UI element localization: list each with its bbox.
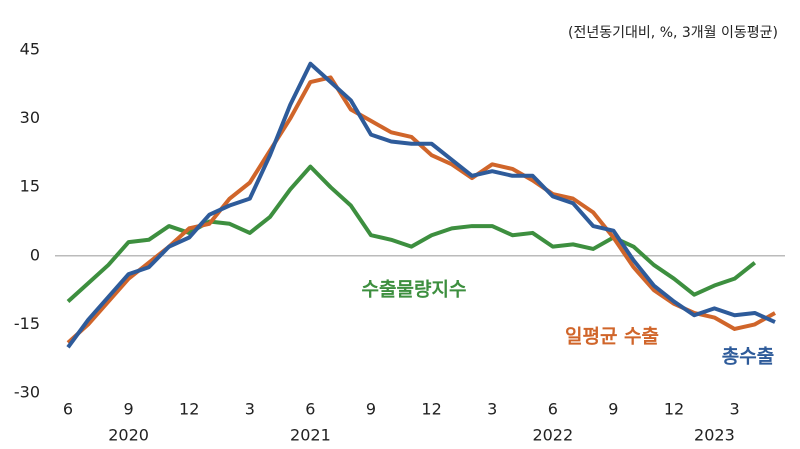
year-label: 2021 xyxy=(290,426,331,445)
x-tick-label: 3 xyxy=(487,400,497,419)
series-label: 일평균 수출 xyxy=(565,326,659,348)
series-line xyxy=(66,75,776,345)
y-tick-label: 30 xyxy=(20,108,40,127)
series-line xyxy=(66,164,757,304)
year-label: 2022 xyxy=(532,426,573,445)
x-tick-label: 9 xyxy=(124,400,134,419)
series-label: 수출물량지수 xyxy=(362,279,467,301)
y-tick-label: -15 xyxy=(14,314,40,333)
x-tick-label: 12 xyxy=(421,400,441,419)
y-tick-label: 15 xyxy=(20,177,40,196)
x-tick-label: 6 xyxy=(548,400,558,419)
y-tick-label: -30 xyxy=(14,383,40,402)
x-tick-label: 12 xyxy=(664,400,684,419)
y-tick-label: 0 xyxy=(30,245,40,264)
x-tick-label: 9 xyxy=(366,400,376,419)
x-tick-label: 9 xyxy=(608,400,618,419)
x-tick-label: 3 xyxy=(730,400,740,419)
x-tick-label: 6 xyxy=(305,400,315,419)
x-tick-label: 12 xyxy=(179,400,199,419)
year-label: 2023 xyxy=(694,426,735,445)
series-line xyxy=(66,61,776,349)
series-label: 총수출 xyxy=(722,346,774,368)
x-tick-label: 3 xyxy=(245,400,255,419)
y-tick-label: 45 xyxy=(20,40,40,59)
chart-note: (전년동기대비, %, 3개월 이동평균) xyxy=(568,25,778,41)
x-tick-label: 6 xyxy=(63,400,73,419)
year-label: 2020 xyxy=(108,426,149,445)
